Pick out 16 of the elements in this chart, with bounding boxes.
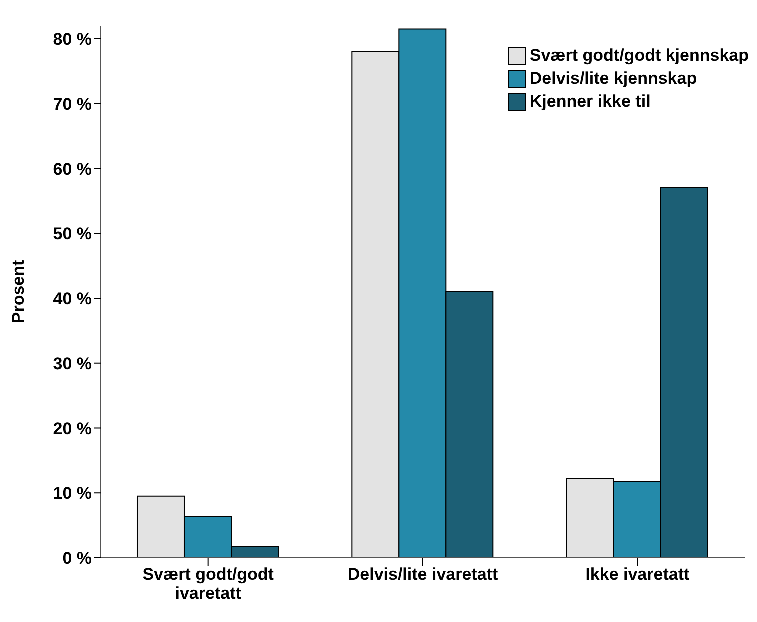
legend-label: Kjenner ikke til — [530, 91, 651, 113]
x-tick-label: Delvis/lite ivaretatt — [348, 565, 498, 584]
y-tick-label: 70 % — [53, 94, 92, 114]
legend-label: Delvis/lite kjennskap — [530, 68, 698, 90]
y-tick-label: 40 % — [53, 290, 92, 309]
x-tick-label: Svært godt/godt ivaretatt — [142, 565, 274, 603]
x-tick-label: Ikke ivaretatt — [586, 565, 690, 584]
y-tick-label: 20 % — [53, 419, 92, 438]
y-axis-title: Prosent — [9, 260, 28, 324]
y-tick-label: 30 % — [53, 354, 92, 374]
legend-label: Svært godt/godt kjennskap — [530, 45, 749, 67]
y-tick-label: 10 % — [53, 484, 92, 504]
y-tick-label: 0 % — [62, 549, 92, 568]
y-tick-label: 80 % — [53, 30, 92, 50]
y-tick-label: 50 % — [53, 224, 92, 244]
y-tick-label: 60 % — [53, 160, 92, 179]
